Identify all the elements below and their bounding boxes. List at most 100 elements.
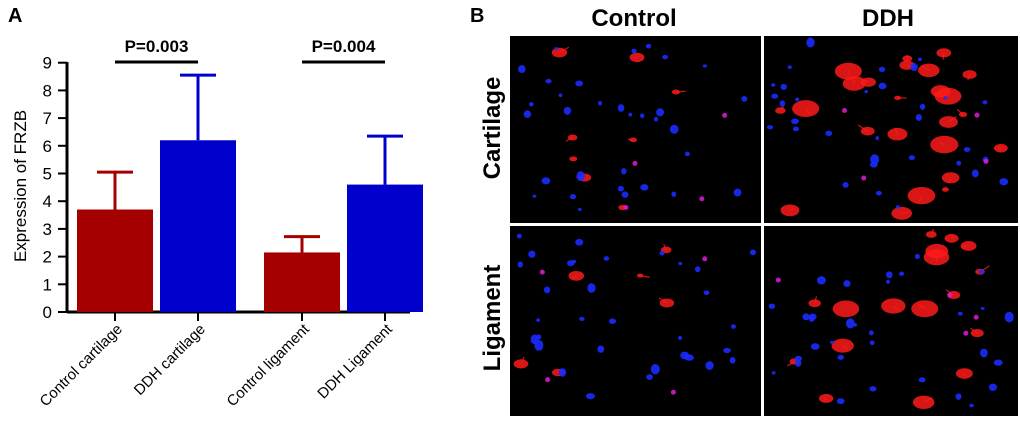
frzb-process [620,206,623,209]
micrograph-control-ligament [510,226,761,416]
nucleus [787,65,792,70]
nucleus [528,102,534,107]
frzb-process [658,297,668,304]
nucleus [957,311,963,316]
nucleus [662,54,669,60]
frzb-process [960,245,969,248]
frzb-process [921,65,930,71]
panel-b-label: B [470,5,484,27]
nucleus [988,383,998,391]
frzb-process [917,303,926,310]
frzb-process [956,108,964,115]
nucleus [943,96,948,100]
nucleus [914,253,920,260]
nucleus [621,191,629,198]
nucleus [587,283,596,293]
nucleus [749,249,757,256]
frzb-process [969,327,978,334]
nucleus [899,271,905,276]
colocalization-spot [861,175,867,181]
y-tick-label: 4 [43,192,52,211]
frzb-process [663,243,667,251]
frzb-process [675,90,686,93]
nucleus [780,83,787,91]
nucleus [733,188,742,197]
nucleus [628,112,633,117]
nucleus [645,43,652,49]
y-tick-label: 8 [43,81,52,100]
x-tick-label: Control cartilage [37,321,126,410]
bars [77,140,423,312]
nucleus [558,368,567,377]
nucleus [791,118,799,125]
bar [347,184,423,312]
nucleus [646,374,653,380]
nucleus [816,276,826,285]
frzb-process [930,228,935,235]
nucleus [836,398,845,405]
frzb-process [559,46,570,54]
nucleus [910,63,918,71]
nucleus [517,261,523,268]
significance-brackets: P=0.003 P=0.004 [115,37,385,64]
nucleus [878,82,887,90]
nucleus [825,130,833,137]
row-header-cartilage: Cartilage [479,77,506,180]
nucleus [779,100,786,107]
nucleus [671,191,677,197]
nucleus [806,37,815,48]
frzb-stain [881,298,906,314]
nucleus [730,324,736,329]
nucleus [669,124,679,134]
nucleus [869,386,877,392]
nucleus [656,108,665,117]
nucleus [843,280,851,288]
frzb-process [948,177,952,184]
frzb-process [640,274,650,278]
bar [77,209,153,312]
colocalization-spot [722,112,728,118]
frzb-stain [671,89,680,95]
panel-a-label: A [8,5,22,27]
nucleus [993,359,1003,366]
micrograph-control-cartilage [510,36,761,223]
nucleus [577,207,582,211]
y-tick-label: 1 [43,275,52,294]
colocalization-spot [702,256,708,262]
frzb-stain [930,85,951,98]
colocalization-spot [545,377,551,383]
nucleus [617,185,624,192]
nucleus [558,93,563,98]
nucleus [523,110,532,118]
nucleus [702,64,708,68]
nucleus [864,90,869,94]
nucleus [545,78,552,84]
frzb-process [901,211,909,214]
bar [160,140,236,312]
nucleus [705,361,714,370]
frzb-process [967,74,971,81]
nucleus [518,65,526,73]
frzb-process [948,115,957,123]
micrograph-background [510,36,761,223]
nucleus [640,113,645,119]
nucleus [794,359,802,367]
frzb-stain [941,172,960,184]
micrograph-background [764,226,1018,416]
nucleus [640,184,649,191]
frzb-process [847,70,852,76]
frzb-process [918,195,923,203]
p-value-label: P=0.004 [312,37,376,56]
nucleus [575,238,584,246]
nucleus [579,316,585,322]
nucleus [617,104,625,112]
nucleus [917,57,922,62]
colocalization-spot [670,389,676,395]
nucleus [878,66,886,73]
micrograph-ddh-cartilage [764,36,1018,223]
nucleus [999,178,1009,186]
micrograph-ddh-ligament [764,226,1018,416]
nucleus [969,403,974,408]
nucleus [598,100,603,106]
